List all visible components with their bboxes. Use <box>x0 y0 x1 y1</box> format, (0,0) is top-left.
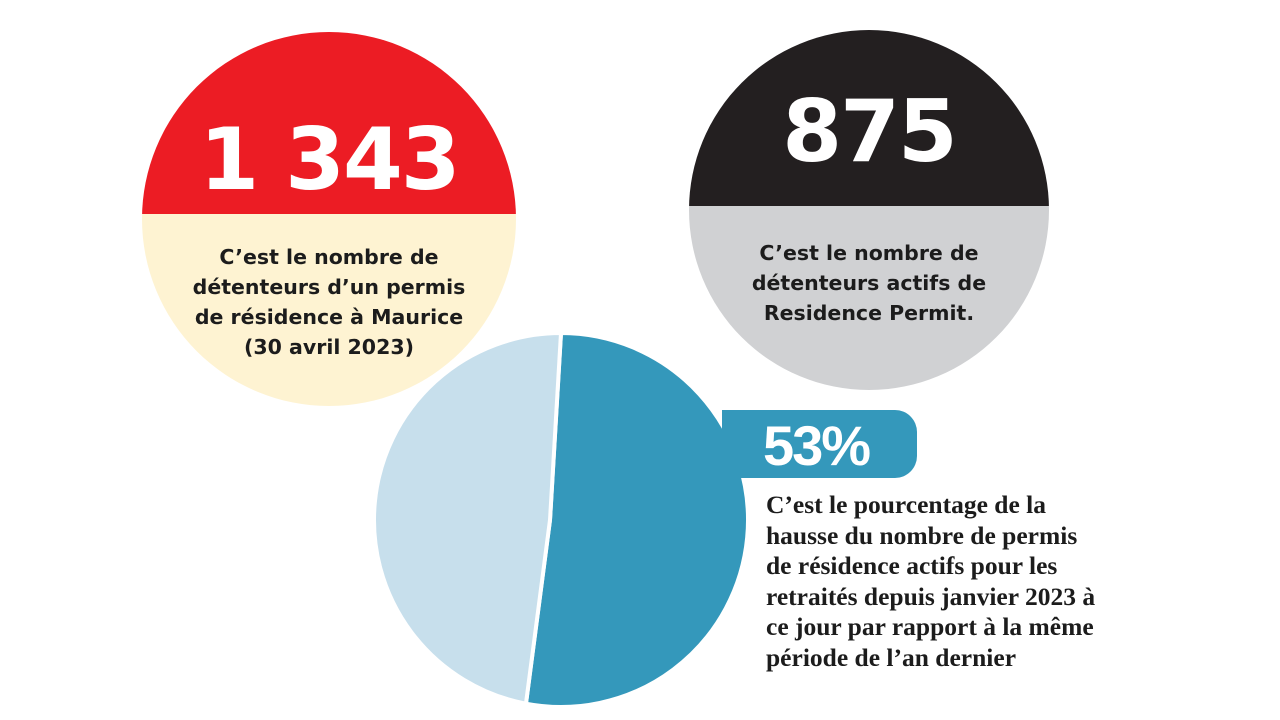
stat-circle-top <box>142 32 516 214</box>
caption-line: retraités depuis janvier 2023 à <box>766 581 1096 611</box>
stat-description: C’est le nombre de détenteurs d’un permi… <box>142 242 516 362</box>
stat-description: C’est le nombre de détenteurs actifs de … <box>689 238 1049 328</box>
stat-description-line: C’est le nombre de <box>219 245 439 269</box>
stat-value: 875 <box>782 82 958 182</box>
pie-chart <box>372 331 750 709</box>
caption-line: de résidence actifs pour les <box>766 551 1058 580</box>
stat-description-line: Residence Permit. <box>763 301 975 325</box>
caption-line: hausse du nombre de permis <box>766 520 1078 550</box>
stat-description-line: détenteurs actifs de <box>751 271 987 295</box>
stat-circle-active-permits: 875 C’est le nombre de détenteurs actifs… <box>689 30 1049 390</box>
pie-slice-reste <box>372 331 563 706</box>
stat-description-line: de résidence à Maurice <box>194 305 464 329</box>
stat-circle-residence-permits: 1 343 C’est le nombre de détenteurs d’un… <box>142 32 516 406</box>
stat-value: 1 343 <box>199 110 460 210</box>
caption-line: ce jour par rapport à la même <box>766 612 1094 641</box>
stat-circle-bottom <box>689 206 1049 390</box>
percentage-caption: C’est le pourcentage de la hausse du nom… <box>766 490 1226 673</box>
stat-description-line: (30 avril 2023) <box>244 335 414 359</box>
pie-slice-hausse <box>523 331 750 709</box>
percentage-value: 53% <box>763 414 871 477</box>
stat-description-line: détenteurs d’un permis <box>192 275 466 299</box>
caption-line: C’est le pourcentage de la <box>766 490 1046 519</box>
caption-line: période de l’an dernier <box>766 642 1017 672</box>
percentage-badge <box>722 410 917 478</box>
stat-description-line: C’est le nombre de <box>759 241 979 265</box>
stat-circle-top <box>689 30 1049 206</box>
